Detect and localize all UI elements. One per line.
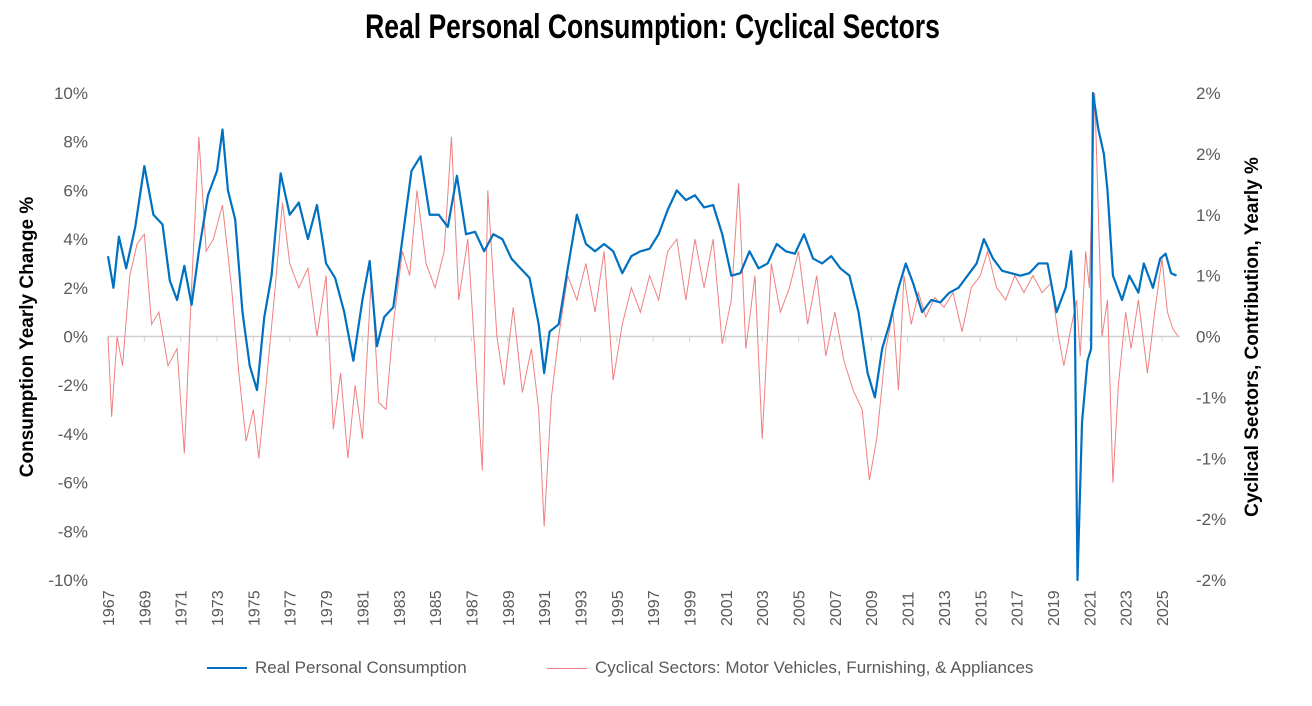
legend-label: Real Personal Consumption — [255, 658, 467, 677]
y-axis-title: Consumption Yearly Change % — [17, 196, 38, 478]
x-tick-label: 2025 — [1155, 590, 1172, 626]
y-tick-label: 2% — [63, 279, 88, 298]
y2-tick-label: -2% — [1196, 510, 1226, 529]
legend-swatch — [547, 667, 587, 669]
y2-tick-label: 0% — [1196, 328, 1221, 347]
y2-tick-label: 2% — [1196, 84, 1221, 103]
y-tick-label: -8% — [58, 522, 88, 541]
x-tick-label: 1999 — [683, 590, 700, 626]
x-tick-label: 1977 — [283, 590, 300, 626]
x-tick-label: 1995 — [610, 590, 627, 626]
y-tick-label: 4% — [63, 230, 88, 249]
x-tick-label: 1985 — [428, 590, 445, 626]
x-tick-label: 2003 — [755, 590, 772, 626]
x-tick-label: 1993 — [573, 590, 590, 626]
y2-tick-label: -1% — [1196, 388, 1226, 407]
y2-tick-label: -2% — [1196, 571, 1226, 590]
x-tick-label: 1997 — [646, 590, 663, 626]
x-tick-label: 2015 — [973, 590, 990, 626]
legend-item-consumption: Real Personal Consumption — [207, 658, 467, 678]
x-tick-label: 2011 — [901, 591, 918, 626]
x-tick-label: 1971 — [174, 590, 191, 626]
x-tick-label: 1991 — [537, 590, 554, 626]
x-tick-label: 1989 — [501, 590, 518, 626]
x-tick-label: 1973 — [210, 590, 227, 626]
y-tick-label: -4% — [58, 425, 88, 444]
legend-label: Cyclical Sectors: Motor Vehicles, Furnis… — [595, 658, 1034, 677]
series-line-consumption — [106, 91, 1177, 582]
x-tick-label: 2019 — [1046, 590, 1063, 626]
legend-swatch — [207, 667, 247, 669]
x-tick-label: 1969 — [137, 590, 154, 626]
x-tick-label: 1967 — [101, 590, 118, 626]
x-tick-label: 1979 — [319, 590, 336, 626]
x-tick-label: 2023 — [1119, 590, 1136, 626]
x-tick-label: 1975 — [246, 590, 263, 626]
y-tick-label: -6% — [58, 474, 88, 493]
y2-tick-label: 2% — [1196, 145, 1221, 164]
x-tick-label: 2007 — [828, 590, 845, 626]
y-tick-label: 0% — [63, 328, 88, 347]
y-tick-label: 6% — [63, 181, 88, 200]
y2-tick-label: -1% — [1196, 449, 1226, 468]
x-tick-label: 2021 — [1082, 590, 1099, 626]
x-tick-label: 2009 — [864, 590, 881, 626]
y-tick-label: -2% — [58, 376, 88, 395]
legend-item-cyclical: Cyclical Sectors: Motor Vehicles, Furnis… — [547, 658, 1033, 678]
series-line-cyclical — [107, 92, 1179, 527]
y2-tick-label: 1% — [1196, 206, 1221, 225]
y2-tick-label: 1% — [1196, 267, 1221, 286]
x-tick-label: 2017 — [1010, 590, 1027, 626]
x-tick-label: 1981 — [355, 590, 372, 626]
y-tick-label: -10% — [48, 571, 88, 590]
x-tick-label: 2005 — [792, 590, 809, 626]
chart-title: Real Personal Consumption: Cyclical Sect… — [365, 8, 940, 46]
y2-axis-title: Cyclical Sectors, Contribution, Yearly % — [1242, 157, 1263, 517]
y-tick-label: 8% — [63, 133, 88, 152]
x-tick-label: 2001 — [719, 590, 736, 626]
x-tick-label: 1987 — [464, 590, 481, 626]
y-tick-label: 10% — [54, 84, 88, 103]
x-tick-label: 1983 — [392, 590, 409, 626]
x-tick-label: 2013 — [937, 590, 954, 626]
